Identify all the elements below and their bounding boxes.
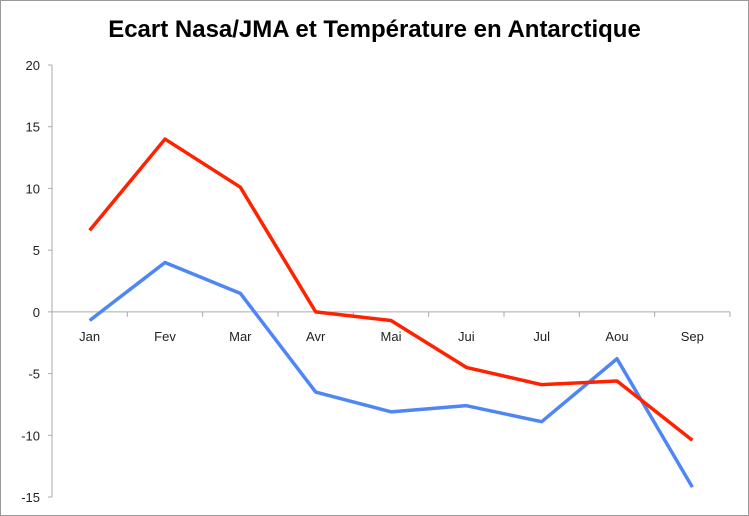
x-tick-label: Jan bbox=[79, 329, 100, 344]
x-tick-label: Fev bbox=[154, 329, 176, 344]
x-tick-label: Avr bbox=[306, 329, 326, 344]
x-tick-label: Sep bbox=[681, 329, 704, 344]
y-tick-label: 15 bbox=[26, 120, 40, 135]
chart-title: Ecart Nasa/JMA et Température en Antarct… bbox=[108, 16, 641, 43]
x-tick-label: Jul bbox=[533, 329, 550, 344]
y-tick-label: -15 bbox=[21, 490, 40, 505]
y-tick-label: -10 bbox=[21, 428, 40, 443]
x-tick-label: Aou bbox=[605, 329, 628, 344]
series-line-red bbox=[88, 137, 694, 442]
y-tick-label: 10 bbox=[26, 181, 40, 196]
x-tick-label: Mar bbox=[229, 329, 252, 344]
y-tick-label: -5 bbox=[28, 367, 40, 382]
y-tick-label: 0 bbox=[33, 305, 40, 320]
x-tick-label: Mai bbox=[381, 329, 402, 344]
series-line-blue bbox=[88, 260, 694, 489]
y-tick-label: 20 bbox=[26, 58, 40, 73]
y-tick-label: 5 bbox=[33, 243, 40, 258]
x-tick-label: Jui bbox=[458, 329, 475, 344]
